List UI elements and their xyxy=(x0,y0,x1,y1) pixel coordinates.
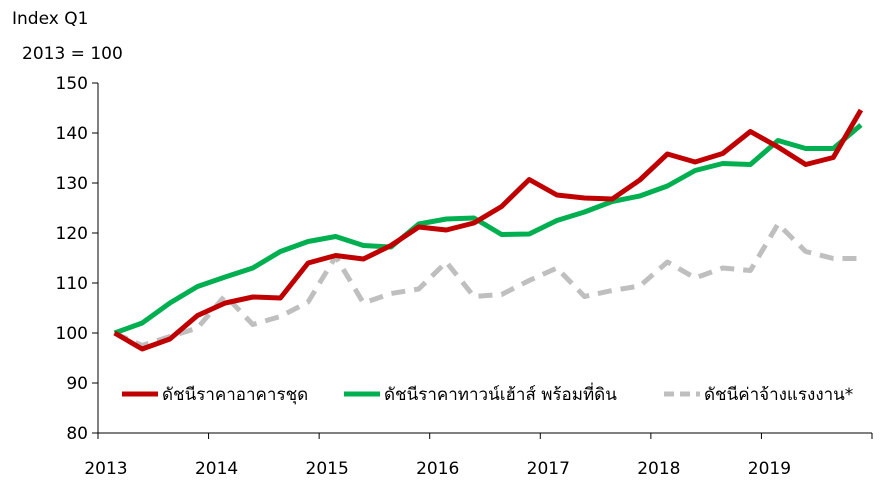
series-line-2 xyxy=(113,221,861,348)
y-tick-label: 140 xyxy=(56,124,88,144)
x-tick-label: 2019 xyxy=(748,459,791,479)
series-group xyxy=(113,108,864,352)
y-tick-label: 150 xyxy=(56,74,88,94)
x-tick-label: 2018 xyxy=(637,459,680,479)
x-tick-label: 2013 xyxy=(84,459,127,479)
x-tick-label: 2014 xyxy=(195,459,238,479)
series-line-0 xyxy=(113,108,864,352)
y-unit-label-line2: 2013 = 100 xyxy=(22,44,123,64)
legend-label-1: ดัชนีราคาทาวน์เฮ้าส์ พร้อมที่ดิน xyxy=(384,382,617,405)
y-tick-label: 120 xyxy=(56,224,88,244)
legend-label-2: ดัชนีค่าจ้างแรงงาน* xyxy=(704,385,853,405)
x-tick-label: 2017 xyxy=(527,459,570,479)
legend-label-0: ดัชนีราคาอาคารชุด xyxy=(162,385,308,405)
y-tick-label: 80 xyxy=(66,424,88,444)
y-tick-group: 80 90 100 110 120 130 140 150 xyxy=(56,74,98,444)
y-unit-label-line1: Index Q1 xyxy=(12,9,88,29)
x-tick-label: 2015 xyxy=(306,459,349,479)
y-tick-label: 90 xyxy=(66,374,88,394)
y-tick-label: 130 xyxy=(56,174,88,194)
y-tick-label: 100 xyxy=(56,324,88,344)
x-tick-group: 2013 2014 2015 2016 2017 2018 2019 xyxy=(84,433,873,479)
y-tick-label: 110 xyxy=(56,274,88,294)
legend: ดัชนีราคาอาคารชุด ดัชนีราคาทาวน์เฮ้าส์ พร… xyxy=(122,382,853,405)
series-line-1 xyxy=(113,123,863,336)
x-tick-label: 2016 xyxy=(416,459,459,479)
